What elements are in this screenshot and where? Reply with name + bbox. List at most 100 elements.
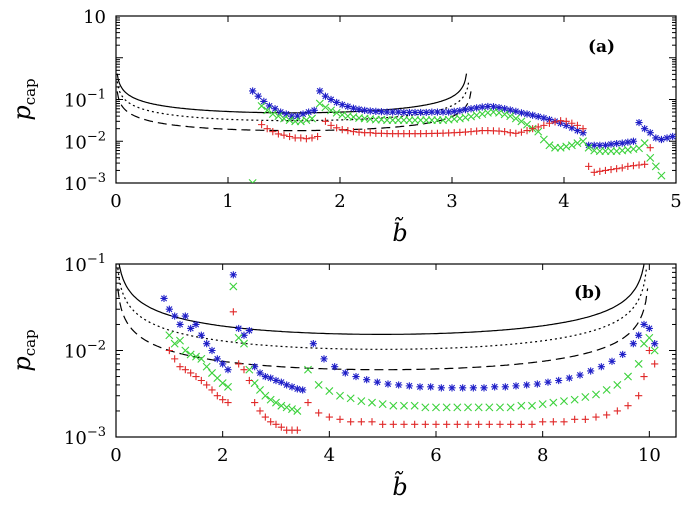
data-point-green-cross <box>192 352 200 361</box>
data-point-red-plus <box>229 308 237 316</box>
data-point-red-plus <box>506 129 514 137</box>
data-point-blue-asterisk <box>405 382 413 390</box>
data-point-green-cross <box>416 116 425 125</box>
data-point-blue-asterisk <box>181 312 189 320</box>
data-point-blue-asterisk <box>229 271 237 279</box>
data-point-blue-asterisk <box>383 108 391 116</box>
data-point-green-cross <box>176 336 184 345</box>
data-point-blue-asterisk <box>624 138 632 146</box>
data-point-blue-asterisk <box>619 350 627 359</box>
data-point-red-plus <box>338 126 346 134</box>
data-point-blue-asterisk <box>544 378 552 386</box>
data-point-blue-asterisk <box>160 294 168 303</box>
data-point-blue-asterisk <box>663 134 671 142</box>
data-point-blue-asterisk <box>501 105 509 113</box>
data-point-green-cross <box>325 387 334 396</box>
data-point-green-cross <box>268 109 277 118</box>
data-point-blue-asterisk <box>629 340 637 348</box>
data-point-blue-asterisk <box>197 331 205 339</box>
data-point-red-plus <box>571 415 579 423</box>
data-point-blue-asterisk <box>585 141 593 149</box>
data-point-green-cross <box>551 143 560 152</box>
data-point-green-cross <box>549 398 558 407</box>
data-point-red-plus <box>573 121 582 129</box>
data-point-red-plus <box>613 165 621 173</box>
data-point-red-plus <box>585 162 593 170</box>
data-point-red-plus <box>539 418 547 426</box>
data-point-red-plus <box>613 407 621 415</box>
data-point-blue-asterisk <box>277 378 285 386</box>
data-point-blue-asterisk <box>309 340 317 348</box>
data-point-red-plus <box>258 121 266 129</box>
data-point-blue-asterisk <box>590 141 598 149</box>
data-point-blue-asterisk <box>640 320 648 329</box>
data-point-green-cross <box>523 120 532 129</box>
data-point-red-plus <box>607 165 615 174</box>
data-point-blue-asterisk <box>240 331 248 339</box>
data-point-green-cross <box>560 397 568 406</box>
data-point-blue-asterisk <box>316 87 324 95</box>
y-axis-label: pcap <box>8 78 39 120</box>
data-point-green-cross <box>261 391 270 400</box>
data-point-red-plus <box>624 162 632 170</box>
data-point-blue-asterisk <box>363 376 371 384</box>
data-point-red-plus <box>176 363 184 371</box>
data-point-green-cross <box>181 346 190 355</box>
x-tick-label: 10 <box>638 445 661 466</box>
data-point-blue-asterisk <box>389 108 397 116</box>
data-point-blue-asterisk <box>213 355 221 363</box>
data-point-red-plus <box>272 420 280 428</box>
data-point-blue-asterisk <box>208 346 216 355</box>
data-point-red-plus <box>251 398 259 407</box>
data-point-blue-asterisk <box>187 324 195 333</box>
data-point-green-cross <box>399 116 408 125</box>
data-point-green-cross <box>277 401 286 410</box>
data-point-green-cross <box>432 403 440 412</box>
theory-curve-solid <box>118 264 645 335</box>
data-point-blue-asterisk <box>384 380 392 388</box>
data-point-green-cross <box>601 147 610 156</box>
panel-a-chart: 0 1 2 3 4 5 10 10−1 10−2 10−3 b̃ pcap (a) <box>8 7 682 247</box>
data-point-green-cross <box>378 400 387 409</box>
data-point-red-plus <box>568 119 576 127</box>
data-point-blue-asterisk <box>327 95 335 104</box>
data-point-red-plus <box>267 418 275 426</box>
data-point-blue-asterisk <box>629 137 638 145</box>
data-point-red-plus <box>344 126 352 135</box>
data-point-blue-asterisk <box>495 103 503 112</box>
data-point-green-cross <box>657 171 666 180</box>
data-point-green-cross <box>248 179 257 183</box>
data-point-green-cross <box>371 115 380 124</box>
x-tick-label: 1 <box>222 191 233 212</box>
y-axis-label: pcap <box>8 329 39 371</box>
data-point-green-cross <box>651 162 660 171</box>
data-point-red-plus <box>293 426 301 434</box>
data-point-red-plus <box>635 161 643 169</box>
data-point-red-plus <box>192 372 200 381</box>
data-point-blue-asterisk <box>349 104 358 112</box>
data-point-blue-asterisk <box>293 112 302 120</box>
data-point-blue-asterisk <box>352 372 360 381</box>
data-point-blue-asterisk <box>651 340 659 348</box>
data-point-blue-asterisk <box>427 383 435 391</box>
data-point-red-plus <box>501 128 509 136</box>
data-point-green-cross <box>170 339 179 348</box>
data-point-red-plus <box>618 164 626 172</box>
data-point-blue-asterisk <box>576 371 584 379</box>
data-point-green-cross <box>308 114 316 123</box>
data-point-red-plus <box>347 418 355 426</box>
data-point-blue-asterisk <box>473 104 481 112</box>
data-point-blue-asterisk <box>478 103 486 111</box>
data-point-red-plus <box>562 117 570 125</box>
data-point-red-plus <box>464 420 472 428</box>
data-point-blue-asterisk <box>265 102 274 110</box>
data-point-red-plus <box>261 413 269 421</box>
data-point-green-cross <box>607 147 616 156</box>
data-point-blue-asterisk <box>333 98 341 107</box>
data-point-green-cross <box>291 117 300 126</box>
data-point-red-plus <box>333 124 341 132</box>
data-point-green-cross <box>218 379 227 388</box>
data-point-blue-asterisk <box>607 140 615 148</box>
data-point-blue-asterisk <box>523 110 531 118</box>
data-point-blue-asterisk <box>305 108 313 116</box>
